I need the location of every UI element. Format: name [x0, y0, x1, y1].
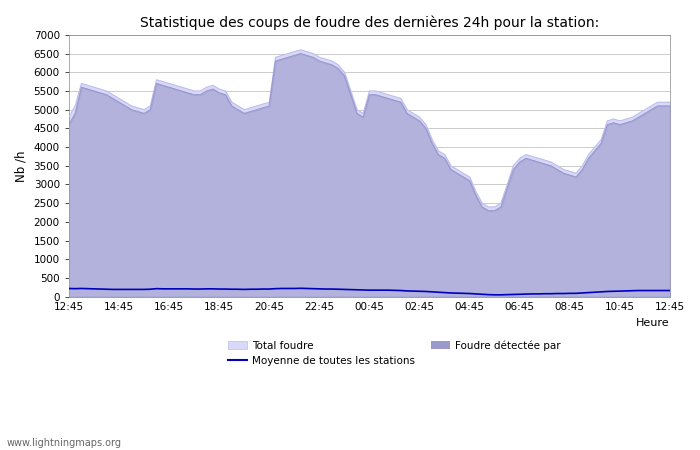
Text: www.lightningmaps.org: www.lightningmaps.org: [7, 438, 122, 448]
Y-axis label: Nb /h: Nb /h: [15, 150, 28, 181]
Legend: Total foudre, Moyenne de toutes les stations, Foudre détectée par: Total foudre, Moyenne de toutes les stat…: [224, 336, 565, 370]
Title: Statistique des coups de foudre des dernières 24h pour la station:: Statistique des coups de foudre des dern…: [140, 15, 599, 30]
Text: Heure: Heure: [636, 318, 670, 328]
